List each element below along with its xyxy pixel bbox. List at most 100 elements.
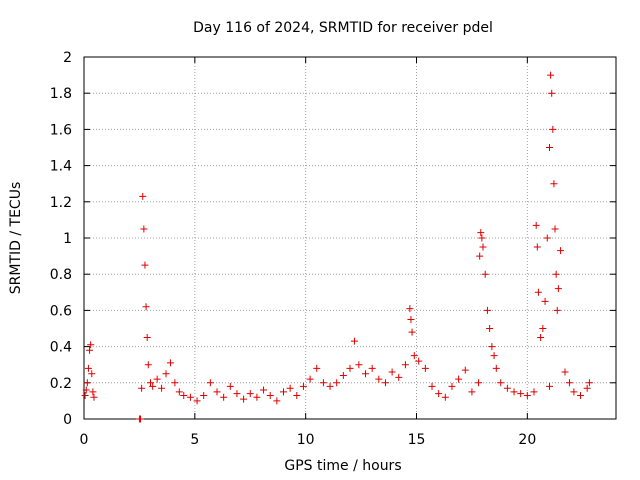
- data-point: [552, 270, 560, 278]
- data-point: [455, 375, 463, 383]
- data-point: [280, 388, 287, 396]
- data-point: [206, 379, 214, 387]
- data-point: [475, 379, 483, 387]
- data-point: [140, 225, 148, 233]
- y-tick-label: 1.2: [50, 195, 72, 211]
- data-point: [585, 379, 593, 387]
- x-tick-label: 0: [80, 432, 89, 448]
- data-point: [570, 388, 578, 396]
- x-axis-label: GPS time / hours: [284, 458, 401, 474]
- data-point: [286, 384, 294, 392]
- data-point: [381, 379, 389, 387]
- data-point: [415, 357, 423, 365]
- data-point: [84, 364, 92, 372]
- data-point: [362, 370, 370, 378]
- data-point: [565, 379, 573, 387]
- data-point: [260, 386, 268, 394]
- data-point: [492, 364, 500, 372]
- data-point: [87, 341, 95, 349]
- data-point: [517, 390, 525, 398]
- data-point: [410, 352, 418, 360]
- data-point: [313, 364, 321, 372]
- data-point: [530, 388, 538, 396]
- data-point: [220, 393, 228, 401]
- data-point: [388, 368, 396, 376]
- data-point: [253, 393, 261, 401]
- data-point: [441, 393, 449, 401]
- data-point: [180, 391, 188, 399]
- data-point: [561, 368, 569, 376]
- data-point: [86, 346, 94, 354]
- x-tick-label: 5: [190, 432, 199, 448]
- data-point: [137, 415, 145, 423]
- data-point: [175, 388, 183, 396]
- data-point: [200, 391, 208, 399]
- data-point: [435, 390, 443, 398]
- y-tick-label: 1.4: [50, 159, 72, 175]
- y-tick-label: 0.6: [50, 303, 72, 319]
- data-point: [346, 364, 354, 372]
- data-point: [153, 375, 161, 383]
- y-tick-label: 2: [63, 50, 72, 66]
- data-point: [481, 270, 489, 278]
- x-tick-label: 20: [518, 432, 536, 448]
- data-point: [548, 89, 556, 97]
- data-point: [89, 388, 97, 396]
- data-point: [549, 125, 557, 133]
- data-point: [503, 384, 511, 392]
- data-point: [421, 364, 429, 372]
- data-point: [273, 397, 281, 405]
- data-point: [306, 375, 314, 383]
- data-point: [339, 372, 347, 380]
- data-point: [546, 144, 553, 151]
- data-point: [541, 297, 549, 305]
- data-point: [557, 247, 565, 255]
- data-point: [143, 334, 151, 342]
- y-axis-label: SRMTID / TECUs: [8, 182, 24, 295]
- data-point: [299, 382, 307, 390]
- data-point: [166, 359, 174, 367]
- x-tick-label: 10: [297, 432, 315, 448]
- axis-ticks: 0 5 10 15 20 0 0.2 0.4 0.6 0.8 1 1.2 1.4 1.6 1.8 2: [50, 50, 616, 448]
- data-point: [553, 306, 561, 314]
- data-point: [138, 384, 146, 392]
- data-point: [537, 334, 545, 342]
- data-point: [226, 382, 234, 390]
- data-point: [162, 370, 170, 378]
- data-point: [246, 390, 254, 398]
- data-point: [546, 382, 553, 390]
- y-tick-label: 1: [63, 231, 72, 247]
- data-point: [543, 234, 551, 242]
- data-point: [448, 382, 456, 390]
- data-point: [577, 391, 585, 399]
- data-point: [375, 375, 383, 383]
- plot-frame: [83, 56, 617, 420]
- data-point: [240, 395, 248, 403]
- data-point: [147, 379, 154, 387]
- data-point: [547, 71, 555, 79]
- data-point: [539, 325, 547, 332]
- data-point: [149, 382, 157, 390]
- y-tick-label: 0.4: [50, 340, 72, 356]
- data-point: [333, 379, 341, 387]
- data-point: [550, 180, 558, 188]
- data-point: [551, 225, 559, 233]
- data-point: [488, 343, 496, 351]
- data-point: [534, 288, 542, 296]
- data-point: [319, 379, 327, 387]
- data-point: [428, 382, 436, 390]
- data-point: [533, 243, 541, 251]
- data-point: [193, 397, 201, 405]
- data-point: [407, 315, 415, 323]
- data-point: [88, 370, 96, 378]
- x-tick-label: 15: [408, 432, 426, 448]
- data-point: [510, 388, 518, 396]
- data-point: [461, 366, 469, 374]
- data-point: [139, 192, 147, 200]
- data-point: [90, 393, 98, 401]
- data-point: [82, 386, 90, 394]
- data-point: [401, 361, 409, 369]
- data-point: [490, 352, 498, 360]
- data-point: [293, 391, 301, 399]
